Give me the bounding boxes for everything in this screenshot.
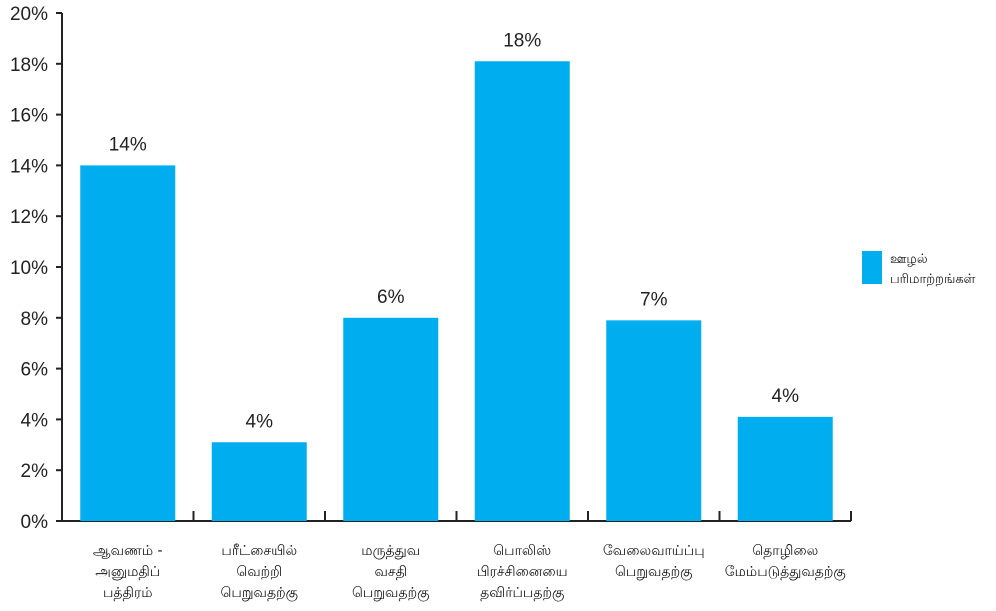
bar <box>211 442 307 521</box>
y-tick-label: 20% <box>10 4 48 25</box>
x-tick-label: மேம்படுத்துவதற்கு <box>725 564 846 581</box>
x-tick-label: பெறுவதற்கு <box>221 585 298 602</box>
data-label: 4% <box>772 386 800 407</box>
x-tick-label: அனுமதிப் <box>95 564 160 580</box>
y-tick-label: 2% <box>21 461 49 482</box>
bars <box>80 61 833 521</box>
x-tick-label: மருத்துவ <box>361 543 420 559</box>
data-label: 14% <box>109 134 147 155</box>
y-tick-label: 16% <box>10 106 48 127</box>
x-tick-label: பொலிஸ் <box>493 543 551 559</box>
legend: ஊழல் பரிமாற்றங்கள் <box>862 251 976 287</box>
bar <box>606 320 702 521</box>
data-label: 6% <box>377 287 405 308</box>
y-tick-label: 4% <box>21 410 49 431</box>
x-tick-label: ஆவணம் - <box>93 543 163 559</box>
data-labels: 14% 4% 6% 18% 7% 4% <box>109 30 799 432</box>
y-axis: 0% 2% 4% 6% 8% 10% 12% 14% 16% 18% 20% <box>10 4 63 533</box>
x-tick-label: பெறுவதற்கு <box>352 585 429 602</box>
y-tick-label: 6% <box>21 360 49 381</box>
y-tick-label: 14% <box>10 156 48 177</box>
x-tick-label: பிரச்சினையை <box>477 564 568 580</box>
y-tick-label: 10% <box>10 258 48 279</box>
x-tick-label: வசதி <box>374 564 407 580</box>
bar <box>474 61 570 521</box>
x-tick-label: பெறுவதற்கு <box>615 564 692 581</box>
bar <box>737 416 833 521</box>
x-tick-label: வேலைவாய்ப்பு <box>603 543 705 559</box>
y-tick-label: 8% <box>21 309 49 330</box>
x-tick-label: தவிர்ப்பதற்கு <box>480 585 564 602</box>
legend-label: பரிமாற்றங்கள் <box>890 272 976 287</box>
data-label: 7% <box>640 289 668 310</box>
legend-swatch <box>862 251 882 284</box>
y-tick-label: 12% <box>10 207 48 228</box>
bar <box>80 165 176 521</box>
y-tick-label: 18% <box>10 55 48 76</box>
data-label: 18% <box>503 30 541 51</box>
x-tick-label: வெற்றி <box>236 564 282 580</box>
x-tick-label: தொழிலை <box>752 543 818 559</box>
x-tick-label: பத்திரம் <box>103 585 153 601</box>
legend-label: ஊழல் <box>890 252 928 267</box>
y-tick-label: 0% <box>21 512 49 533</box>
x-axis <box>61 511 852 522</box>
x-tick-label: பரீட்சையில் <box>221 543 297 559</box>
bar <box>343 317 439 521</box>
data-label: 4% <box>246 411 274 432</box>
category-labels: ஆவணம் - அனுமதிப் பத்திரம் பரீட்சையில் வெற்றி… <box>93 543 846 602</box>
